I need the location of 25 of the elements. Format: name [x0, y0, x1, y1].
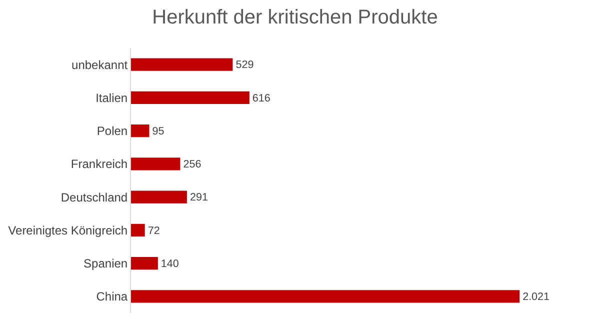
bar — [131, 158, 180, 170]
data-label: 95 — [152, 125, 164, 138]
y-tick-label: China — [96, 290, 128, 304]
y-tick-label: Polen — [96, 124, 128, 138]
y-tick-label: Deutschland — [60, 190, 128, 204]
data-label: 291 — [190, 192, 208, 204]
data-label: 2.021 — [522, 291, 550, 304]
y-tick-label: Frankreich — [70, 157, 128, 172]
chart-title: Herkunft der kritischen Produkte — [152, 6, 438, 29]
bar — [131, 224, 145, 236]
bar — [131, 290, 520, 303]
data-label: 616 — [252, 92, 270, 104]
bar — [131, 58, 233, 71]
y-tick-label: unbekannt — [72, 58, 128, 72]
data-label: 72 — [148, 224, 160, 237]
data-label: 529 — [236, 59, 254, 72]
data-label: 140 — [160, 258, 179, 270]
data-label: 256 — [183, 158, 202, 171]
bar — [131, 257, 158, 270]
bar — [131, 124, 150, 138]
y-tick-label: Italien — [96, 90, 128, 105]
bar — [131, 190, 187, 204]
bar — [131, 91, 250, 104]
y-tick-label: Spanien — [84, 256, 128, 271]
y-tick-label: Vereinigtes Königreich — [8, 223, 128, 238]
